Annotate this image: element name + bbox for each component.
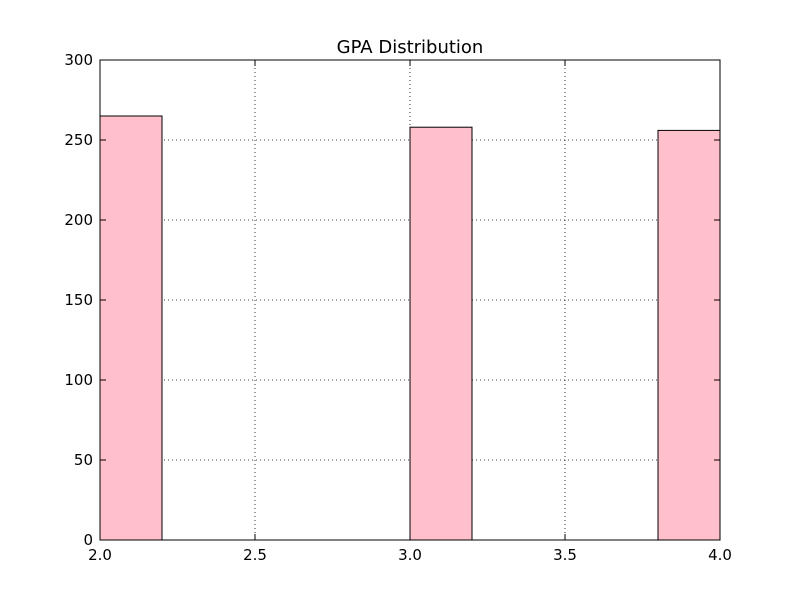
axis-ticks xyxy=(99,59,721,541)
histogram-bar-5 xyxy=(409,126,473,541)
tick-labels: 2.0 2.5 3.0 3.5 4.0 0 50 100 150 200 250 300 xyxy=(64,51,732,564)
x-tick-label-3: 3.5 xyxy=(553,546,577,564)
y-tick-label-6: 300 xyxy=(64,51,93,69)
histogram-bars xyxy=(99,115,721,541)
y-tick-label-4: 200 xyxy=(64,211,93,229)
chart-title: GPA Distribution xyxy=(337,37,484,58)
y-tick-label-1: 50 xyxy=(74,451,93,469)
histogram-bar-0 xyxy=(99,115,163,541)
y-tick-label-3: 150 xyxy=(64,291,93,309)
y-tick-label-2: 100 xyxy=(64,371,93,389)
y-tick-label-0: 0 xyxy=(83,531,93,549)
y-tick-label-5: 250 xyxy=(64,131,93,149)
x-tick-label-1: 2.5 xyxy=(243,546,267,564)
x-tick-label-2: 3.0 xyxy=(398,546,422,564)
x-tick-label-4: 4.0 xyxy=(708,546,732,564)
histogram-bar-9 xyxy=(657,129,721,541)
x-tick-label-0: 2.0 xyxy=(88,546,112,564)
